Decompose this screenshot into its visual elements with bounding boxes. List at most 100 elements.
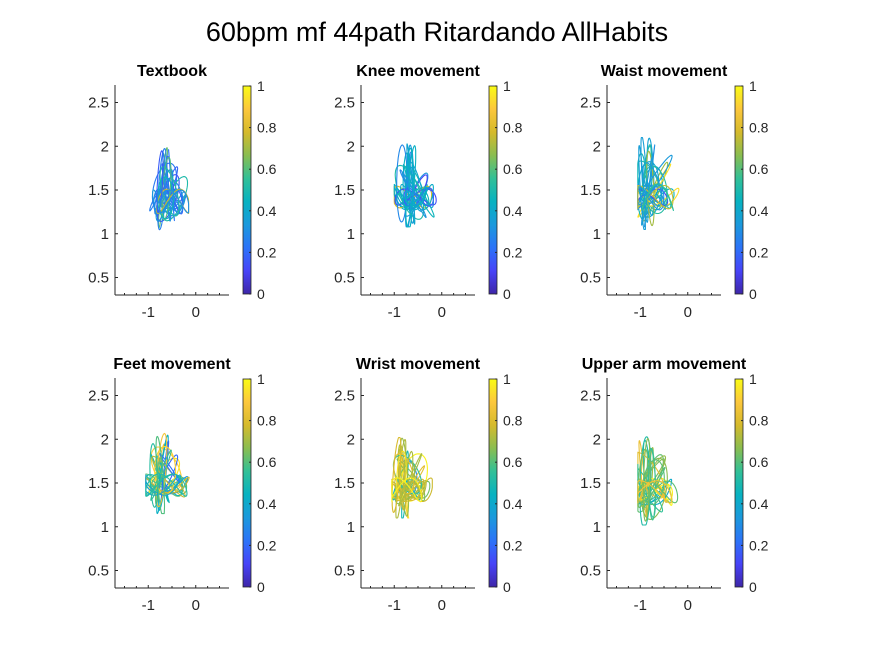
- subplot-title: Textbook: [137, 63, 207, 80]
- trajectory-segment: [391, 436, 402, 513]
- colorbar: [242, 378, 252, 588]
- trajectory-segment: [155, 432, 168, 508]
- colorbar-tick-label: 0.8: [749, 413, 769, 429]
- trajectory-segment: [641, 183, 675, 211]
- y-tick-label: 0.5: [334, 563, 355, 580]
- colorbar-tick-label: 0.8: [749, 120, 769, 136]
- colorbar-tick-label: 0: [257, 579, 265, 595]
- subplot-title: Wrist movement: [356, 356, 481, 373]
- y-tick-label: 0.5: [580, 270, 601, 287]
- colorbar-tick-label: 0.2: [257, 537, 277, 553]
- y-tick-label: 2: [593, 431, 601, 448]
- subplot-knee-movement: Knee movement 0.5 1 1.5 2 2.5 -1 0 0 0.2 0.4 0.6 0.8…: [334, 63, 523, 321]
- y-tick-label: 2.5: [334, 95, 355, 112]
- colorbar-tick-label: 0.4: [749, 496, 769, 512]
- colorbar-tick-label: 1: [257, 371, 265, 387]
- y-tick-label: 1.5: [334, 182, 355, 199]
- trajectory-segment: [154, 446, 177, 496]
- colorbar: [734, 85, 744, 295]
- colorbar-tick-label: 0.4: [503, 203, 523, 219]
- y-tick-label: 1.5: [88, 475, 109, 492]
- y-tick-label: 0.5: [88, 563, 109, 580]
- trajectory-segment: [637, 480, 673, 504]
- y-tick-label: 2: [347, 138, 355, 155]
- subplot-title: Knee movement: [356, 63, 480, 80]
- colorbar-tick-label: 0.4: [749, 203, 769, 219]
- trajectory-segment: [642, 162, 663, 207]
- trajectory-segment: [156, 166, 179, 223]
- y-tick-label: 1: [593, 226, 601, 243]
- trajectory: [391, 436, 433, 519]
- x-tick-label: -1: [388, 304, 401, 321]
- subplot-upper-arm-movement: Upper arm movement 0.5 1 1.5 2 2.5 -1 0 0 0.2 0.4 0…: [580, 356, 769, 614]
- trajectory-segment: [638, 145, 646, 230]
- figure-title: 60bpm mf 44path Ritardando AllHabits: [206, 17, 668, 47]
- colorbar-tick-label: 0.4: [257, 496, 277, 512]
- y-tick-label: 1: [101, 226, 109, 243]
- colorbar-tick-label: 0: [503, 579, 511, 595]
- colorbar-tick-label: 0.2: [257, 244, 277, 260]
- colorbar-tick-label: 0.6: [257, 161, 277, 177]
- y-tick-label: 1: [347, 226, 355, 243]
- subplot-waist-movement: Waist movement 0.5 1 1.5 2 2.5 -1 0 0 0.2 0.4 0.6 0.…: [580, 63, 769, 321]
- trajectory-segment: [637, 448, 648, 509]
- y-tick-label: 2: [593, 138, 601, 155]
- colorbar-tick-label: 0: [503, 286, 511, 302]
- x-tick-label: 0: [192, 597, 200, 614]
- colorbar-tick-label: 0: [749, 579, 757, 595]
- colorbar-tick-label: 0.6: [503, 161, 523, 177]
- x-tick-label: -1: [142, 304, 155, 321]
- y-tick-label: 2.5: [88, 95, 109, 112]
- x-tick-label: 0: [192, 304, 200, 321]
- colorbar-tick-label: 0.6: [749, 161, 769, 177]
- colorbar: [488, 378, 498, 588]
- subplot-title: Waist movement: [601, 63, 728, 80]
- subplot-grid: Textbook 0.5 1 1.5 2 2.5 -1 0 0 0.2 0.4 0.6 0.8 1 Knee…: [88, 63, 769, 614]
- trajectory-segment: [150, 446, 182, 491]
- trajectory-segment: [394, 477, 433, 503]
- trajectory-segment: [400, 183, 434, 211]
- trajectory-segment: [401, 171, 427, 219]
- y-tick-label: 1.5: [580, 182, 601, 199]
- y-tick-label: 1.5: [580, 475, 601, 492]
- subplot-feet-movement: Feet movement 0.5 1 1.5 2 2.5 -1 0 0 0.2 0.4 0.6 0.8…: [88, 356, 277, 614]
- x-tick-label: -1: [634, 304, 647, 321]
- trajectory-segment: [145, 474, 181, 496]
- trajectory-segment: [648, 447, 656, 521]
- subplot-title: Feet movement: [113, 356, 231, 373]
- y-tick-label: 2.5: [334, 388, 355, 405]
- y-tick-label: 0.5: [88, 270, 109, 287]
- trajectory-segment: [145, 473, 188, 497]
- trajectory-segment: [398, 453, 423, 507]
- x-tick-label: 0: [438, 304, 446, 321]
- colorbar: [488, 85, 498, 295]
- trajectory-segment: [637, 483, 673, 501]
- y-tick-label: 2.5: [580, 388, 601, 405]
- x-tick-label: -1: [634, 597, 647, 614]
- colorbar: [242, 85, 252, 295]
- trajectory-segment: [158, 452, 181, 483]
- colorbar-tick-label: 0.4: [503, 496, 523, 512]
- colorbar-tick-label: 1: [503, 371, 511, 387]
- trajectory-segment: [642, 438, 651, 522]
- y-tick-label: 1.5: [88, 182, 109, 199]
- trajectory-segment: [159, 189, 190, 214]
- colorbar-tick-label: 0.2: [503, 244, 523, 260]
- colorbar-tick-label: 0.4: [257, 203, 277, 219]
- colorbar-tick-label: 0.8: [257, 120, 277, 136]
- trajectory-segment: [161, 156, 172, 221]
- trajectory-segment: [637, 463, 664, 513]
- colorbar-tick-label: 0.6: [503, 454, 523, 470]
- trajectory: [637, 136, 680, 230]
- trajectory: [149, 147, 190, 231]
- colorbar-tick-label: 0.2: [749, 537, 769, 553]
- colorbar-tick-label: 0: [749, 286, 757, 302]
- colorbar-tick-label: 1: [257, 78, 265, 94]
- y-tick-label: 2: [347, 431, 355, 448]
- trajectory-segment: [398, 481, 424, 499]
- trajectory-segment: [406, 143, 416, 225]
- trajectory-segment: [637, 185, 674, 210]
- subplot-textbook: Textbook 0.5 1 1.5 2 2.5 -1 0 0 0.2 0.4 0.6 0.8 1: [88, 63, 277, 321]
- y-tick-label: 0.5: [580, 563, 601, 580]
